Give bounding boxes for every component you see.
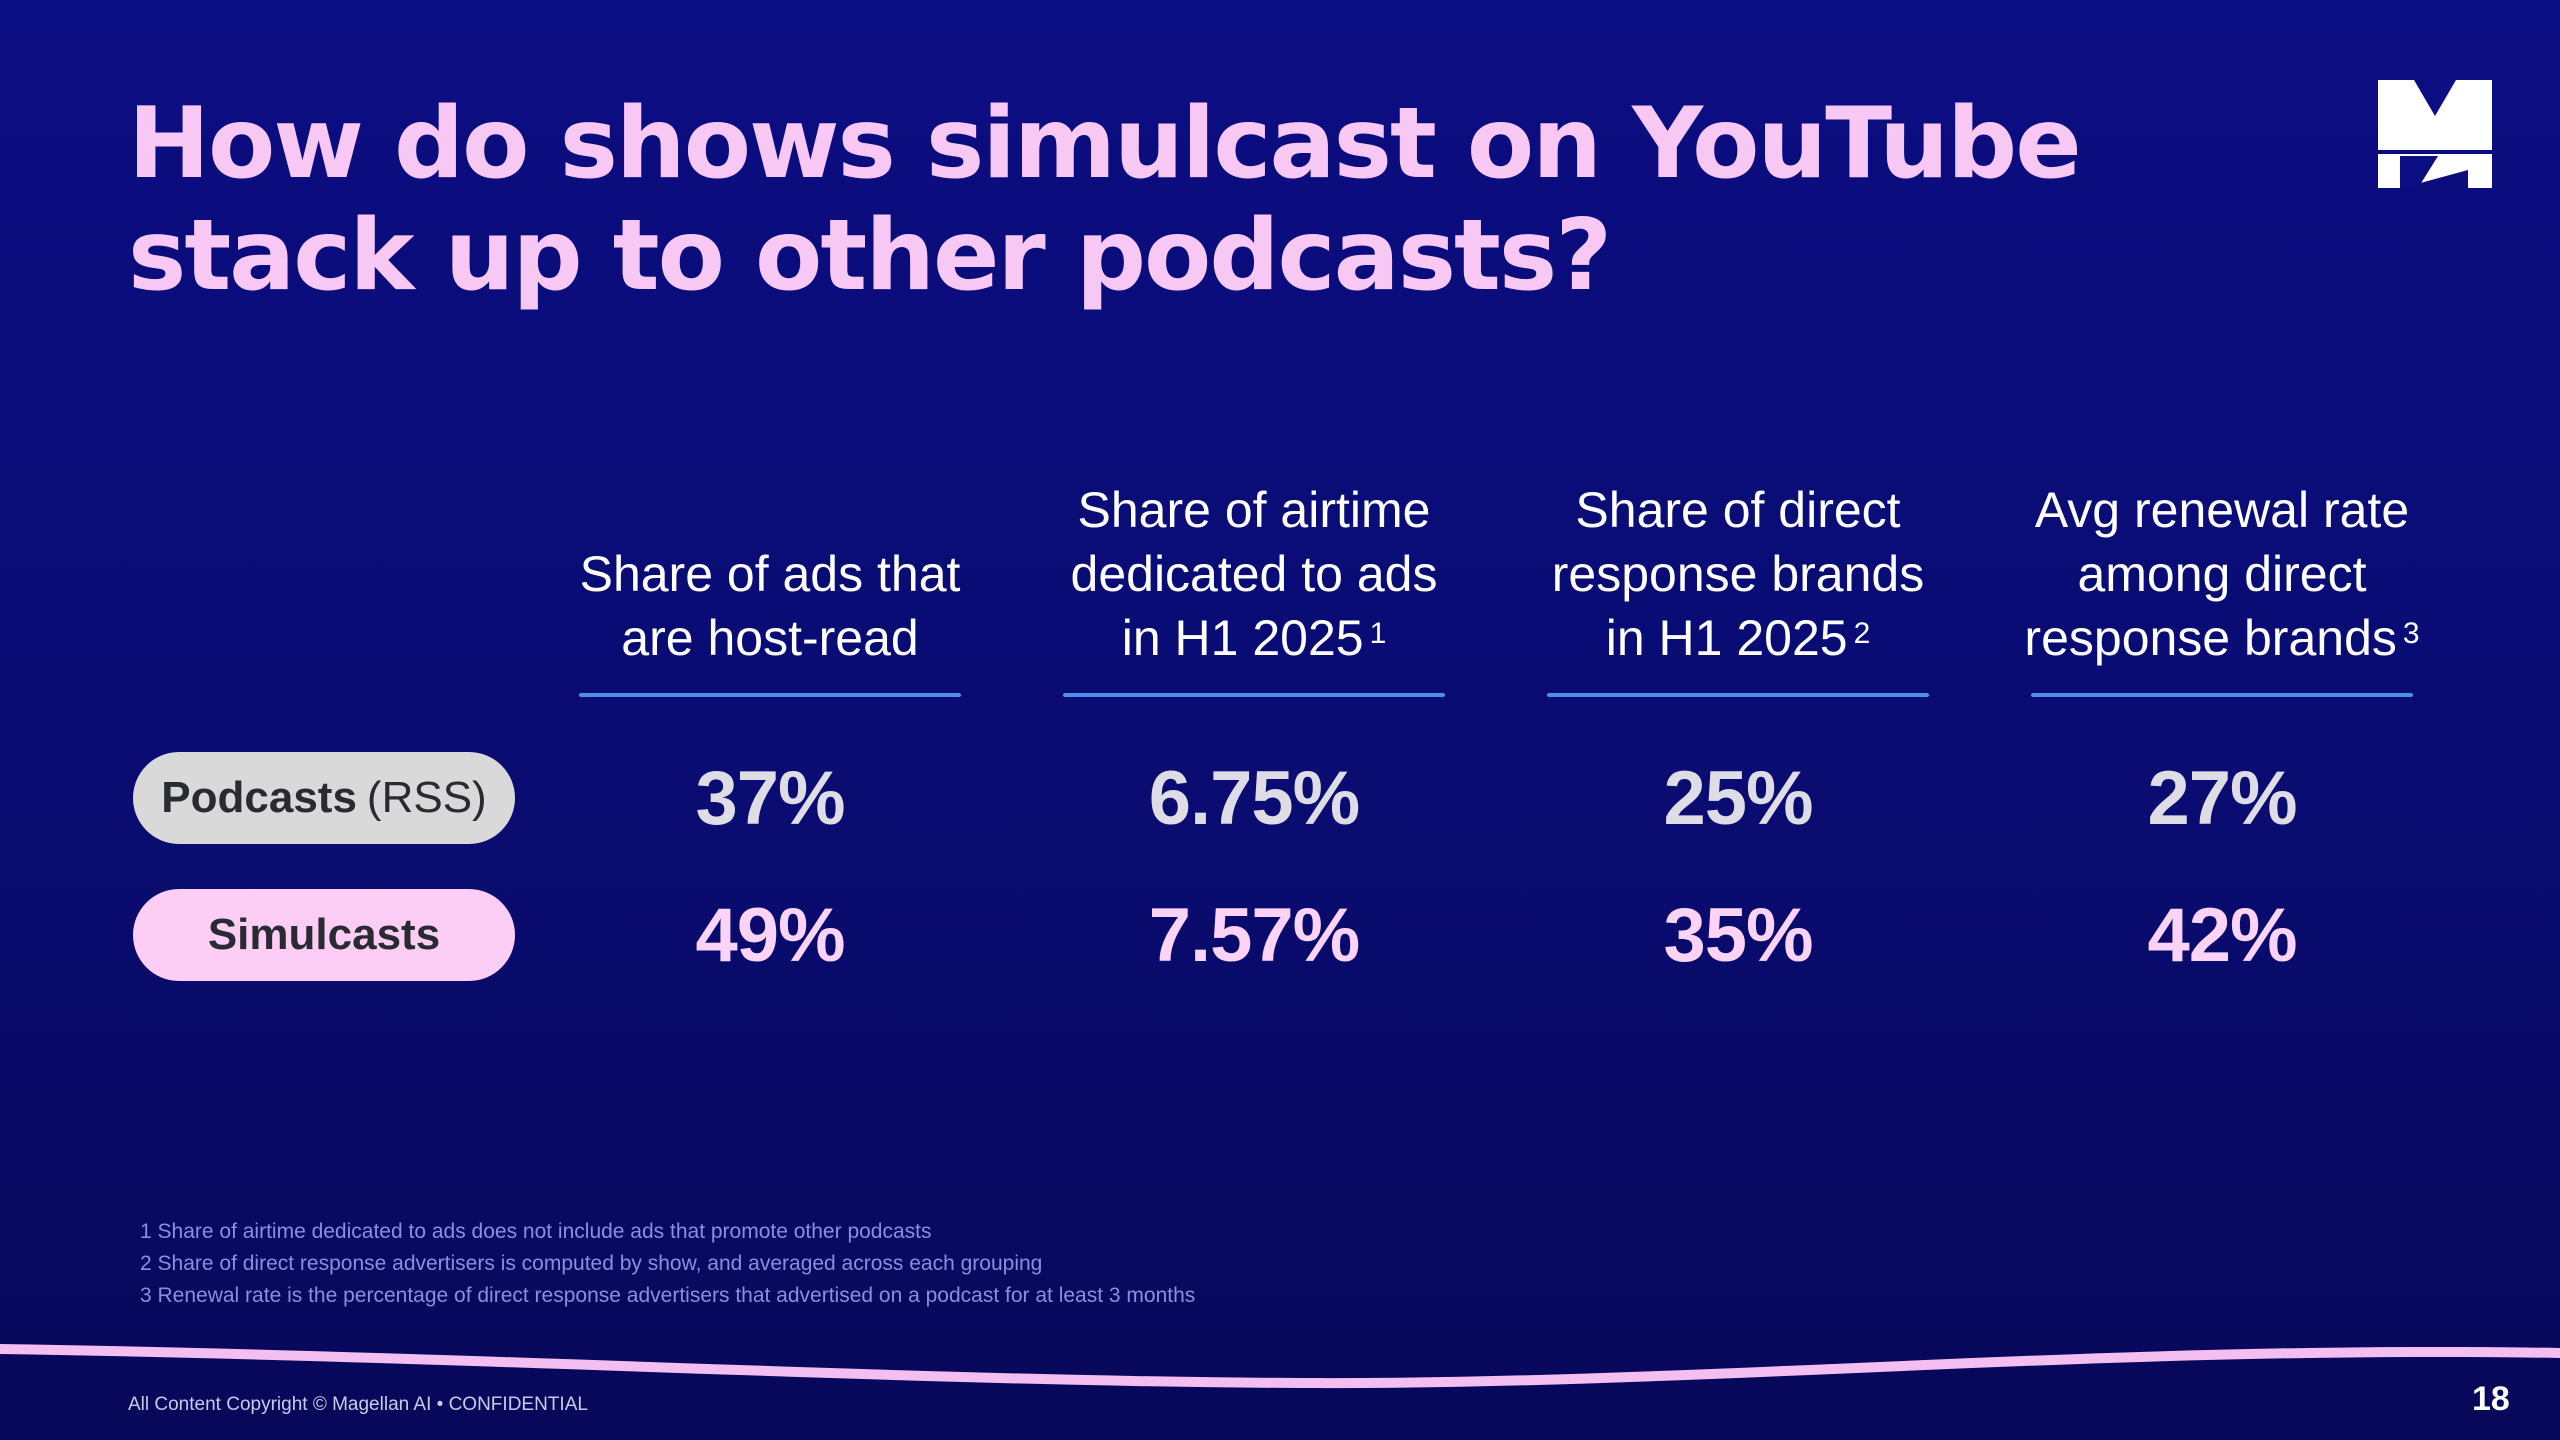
column-header-renewal-rate: Avg renewal rate among direct response bra… bbox=[2024, 482, 2420, 666]
column-divider bbox=[579, 693, 961, 697]
value-simulcasts-host-read: 49% bbox=[695, 892, 845, 978]
value-podcasts-renewal-rate: 27% bbox=[2147, 755, 2297, 841]
column-header-host-read: Share of ads that are host-read bbox=[579, 546, 961, 666]
row-label-simulcasts: Simulcasts bbox=[133, 889, 515, 981]
page-number: 18 bbox=[2472, 1380, 2510, 1418]
footnote-1: 1 Share of airtime dedicated to ads does… bbox=[140, 1220, 932, 1243]
value-podcasts-direct-response: 25% bbox=[1663, 755, 1813, 841]
copyright-text: All Content Copyright © Magellan AI • CO… bbox=[128, 1394, 588, 1415]
slide-title: How do shows simulcast on YouTube stack … bbox=[128, 87, 2082, 313]
footnote-marker: 3 bbox=[2402, 617, 2420, 650]
column-divider bbox=[2031, 693, 2413, 697]
value-simulcasts-airtime: 7.57% bbox=[1148, 892, 1361, 978]
column-header-airtime: Share of airtime dedicated to ads in H1 20… bbox=[1070, 482, 1438, 666]
footnote-marker: 1 bbox=[1369, 617, 1387, 650]
value-simulcasts-direct-response: 35% bbox=[1663, 892, 1813, 978]
column-header-direct-response: Share of direct response brands in H1 2025… bbox=[1551, 482, 1925, 666]
decorative-wave bbox=[0, 1344, 2560, 1389]
footnote-2: 2 Share of direct response advertisers i… bbox=[140, 1252, 1043, 1275]
value-podcasts-airtime: 6.75% bbox=[1148, 755, 1361, 841]
footnote-3: 3 Renewal rate is the percentage of dire… bbox=[140, 1284, 1196, 1307]
column-divider bbox=[1063, 693, 1445, 697]
footnote-marker: 2 bbox=[1853, 617, 1871, 650]
magellan-logo-icon bbox=[2378, 80, 2492, 188]
value-podcasts-host-read: 37% bbox=[695, 755, 845, 841]
row-label-podcasts-rss: Podcasts (RSS) bbox=[133, 752, 515, 844]
value-simulcasts-renewal-rate: 42% bbox=[2147, 892, 2297, 978]
column-divider bbox=[1547, 693, 1929, 697]
